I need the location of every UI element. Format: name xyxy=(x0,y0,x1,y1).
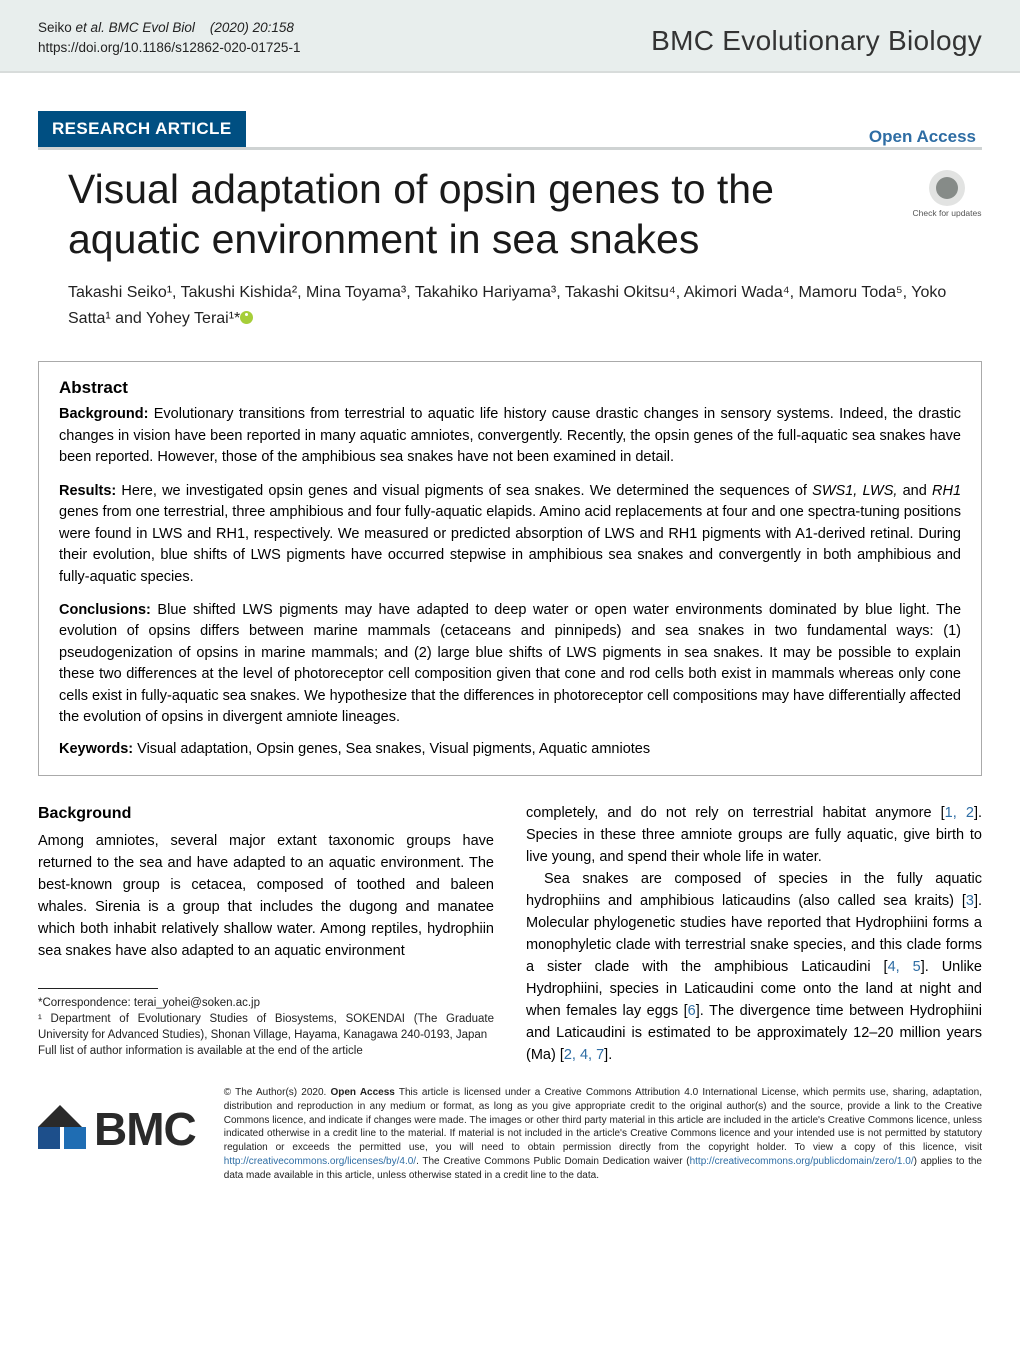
bmc-logo-icon xyxy=(38,1105,86,1153)
journal-name: BMC Evolutionary Biology xyxy=(651,25,982,57)
right-column: completely, and do not rely on terrestri… xyxy=(526,802,982,1066)
license-c: . The Creative Commons Public Domain Ded… xyxy=(416,1156,690,1167)
doi-line: https://doi.org/10.1186/s12862-020-01725… xyxy=(38,40,300,55)
abstract-heading: Abstract xyxy=(59,378,961,398)
affiliation-1: ¹ Department of Evolutionary Studies of … xyxy=(38,1011,494,1043)
right-paragraph-1: completely, and do not rely on terrestri… xyxy=(526,802,982,868)
left-paragraph-1: Among amniotes, several major extant tax… xyxy=(38,830,494,962)
citation-authors: Seiko xyxy=(38,20,72,35)
keywords-row: Keywords: Visual adaptation, Opsin genes… xyxy=(59,741,961,757)
license-url-1[interactable]: http://creativecommons.org/licenses/by/4… xyxy=(224,1156,416,1167)
citation-year-issue: (2020) 20:158 xyxy=(210,20,294,35)
bmc-logo-text: BMC xyxy=(94,1102,196,1156)
abstract-and: and xyxy=(897,483,932,499)
footnotes: *Correspondence: terai_yohei@soken.ac.jp… xyxy=(38,995,494,1059)
orcid-icon[interactable] xyxy=(240,311,253,324)
authors-line: Takashi Seiko¹, Takushi Kishida², Mina T… xyxy=(68,280,982,331)
abstract-results-text-a: Here, we investigated opsin genes and vi… xyxy=(121,483,812,499)
body-two-column: Background Among amniotes, several major… xyxy=(38,802,982,1066)
keywords-text: Visual adaptation, Opsin genes, Sea snak… xyxy=(137,741,650,757)
article-title: Visual adaptation of opsin genes to the … xyxy=(38,164,912,264)
abstract-conclusions: Conclusions: Blue shifted LWS pigments m… xyxy=(59,600,961,729)
abstract-results-text-b: genes from one terrestrial, three amphib… xyxy=(59,504,961,584)
right-p2-e: ]. xyxy=(604,1047,612,1063)
citation-etal: et al. BMC Evol Biol xyxy=(76,20,195,35)
ref-1-2[interactable]: 1, 2 xyxy=(945,805,974,821)
ref-4-5[interactable]: 4, 5 xyxy=(888,959,921,975)
abstract-conclusions-label: Conclusions: xyxy=(59,602,151,618)
abstract-conclusions-text: Blue shifted LWS pigments may have adapt… xyxy=(59,602,961,725)
authors-text: Takashi Seiko¹, Takushi Kishida², Mina T… xyxy=(68,284,946,327)
right-p2-a: Sea snakes are composed of species in th… xyxy=(526,871,982,909)
citation-block: Seiko et al. BMC Evol Biol (2020) 20:158… xyxy=(38,18,300,57)
abstract-background: Background: Evolutionary transitions fro… xyxy=(59,404,961,468)
open-access-label: Open Access xyxy=(869,127,976,147)
ref-2-4-7[interactable]: 2, 4, 7 xyxy=(564,1047,604,1063)
title-row: Visual adaptation of opsin genes to the … xyxy=(38,164,982,264)
research-article-label: RESEARCH ARTICLE xyxy=(38,111,246,147)
correspondence-line: *Correspondence: terai_yohei@soken.ac.jp xyxy=(38,995,494,1011)
keywords-label: Keywords: xyxy=(59,741,133,757)
footnote-separator xyxy=(38,988,158,989)
abstract-gene-rh1: RH1 xyxy=(932,483,961,499)
abstract-background-text: Evolutionary transitions from terrestria… xyxy=(59,406,961,465)
left-column: Background Among amniotes, several major… xyxy=(38,802,494,1066)
divider-line xyxy=(38,147,982,150)
check-updates-text: Check for updates xyxy=(912,209,982,219)
check-updates-badge[interactable]: Check for updates xyxy=(912,170,982,219)
right-p1-a: completely, and do not rely on terrestri… xyxy=(526,805,945,821)
license-a: © The Author(s) 2020. xyxy=(224,1087,331,1098)
license-openaccess: Open Access xyxy=(330,1087,394,1098)
abstract-results-label: Results: xyxy=(59,483,116,499)
right-paragraph-2: Sea snakes are composed of species in th… xyxy=(526,868,982,1066)
bmc-logo: BMC xyxy=(38,1086,196,1156)
background-heading: Background xyxy=(38,802,494,826)
ref-6[interactable]: 6 xyxy=(688,1003,696,1019)
check-updates-icon xyxy=(929,170,965,206)
journal-header: Seiko et al. BMC Evol Biol (2020) 20:158… xyxy=(0,0,1020,73)
footer-row: BMC © The Author(s) 2020. Open Access Th… xyxy=(38,1086,982,1183)
license-text: © The Author(s) 2020. Open Access This a… xyxy=(224,1086,982,1183)
abstract-results: Results: Here, we investigated opsin gen… xyxy=(59,481,961,588)
article-type-row: RESEARCH ARTICLE Open Access xyxy=(38,111,982,147)
full-list-note: Full list of author information is avail… xyxy=(38,1043,494,1059)
license-url-2[interactable]: http://creativecommons.org/publicdomain/… xyxy=(690,1156,914,1167)
abstract-background-label: Background: xyxy=(59,406,148,422)
abstract-box: Abstract Background: Evolutionary transi… xyxy=(38,361,982,775)
abstract-genes-1: SWS1, LWS, xyxy=(812,483,897,499)
ref-3[interactable]: 3 xyxy=(966,893,974,909)
